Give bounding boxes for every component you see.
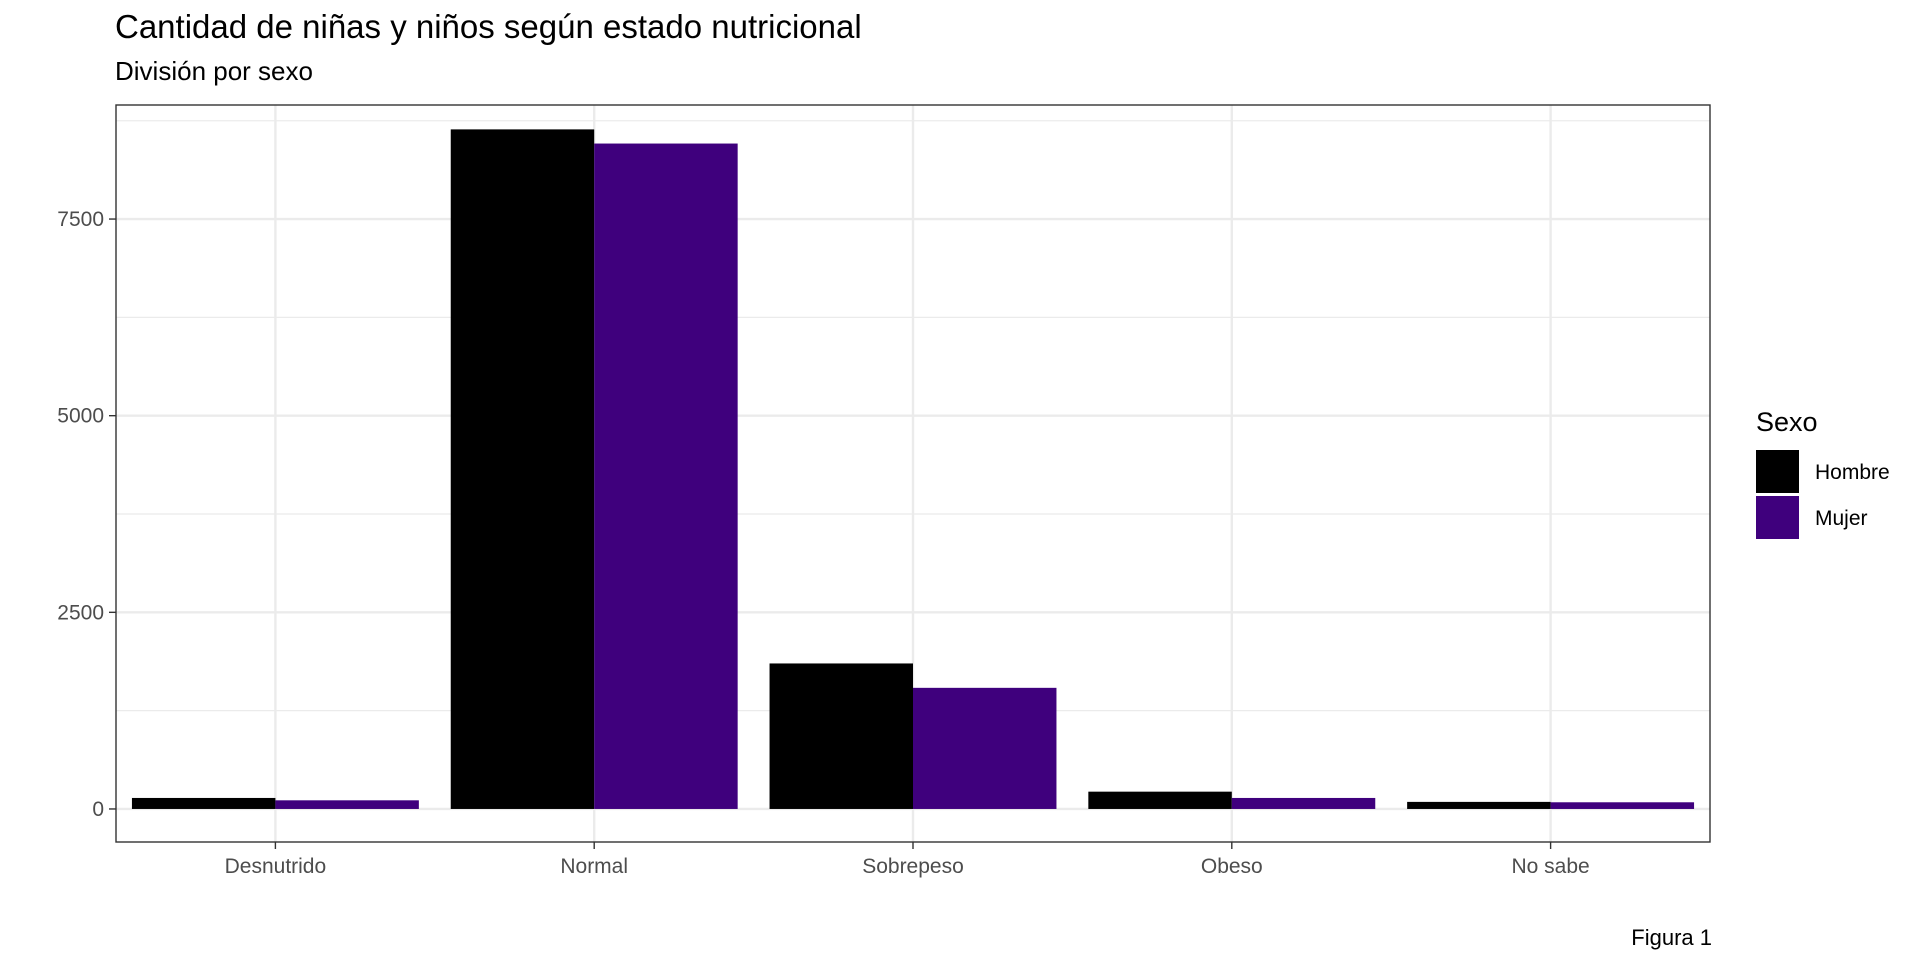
x-tick-label: No sabe	[1511, 855, 1589, 878]
bar-mujer-desnutrido	[275, 800, 419, 809]
bar-hombre-sobrepeso	[769, 663, 913, 809]
chart-subtitle: División por sexo	[115, 56, 313, 86]
x-tick-label: Normal	[560, 855, 628, 878]
legend-key-hombre	[1756, 450, 1799, 493]
y-tick-label: 2500	[57, 601, 104, 624]
bar-mujer-sobrepeso	[913, 687, 1057, 809]
bar-hombre-no-sabe	[1407, 801, 1551, 809]
y-tick-label: 5000	[57, 405, 104, 428]
bar-mujer-normal	[594, 143, 738, 809]
x-tick-label: Obeso	[1201, 855, 1263, 878]
legend-title: Sexo	[1756, 407, 1818, 437]
bar-hombre-desnutrido	[131, 797, 276, 809]
legend-label-hombre: Hombre	[1815, 461, 1890, 484]
y-tick-label: 0	[92, 798, 104, 821]
legend-key-mujer	[1756, 496, 1799, 539]
bar-hombre-obeso	[1088, 791, 1232, 809]
legend-label-mujer: Mujer	[1815, 507, 1868, 530]
legend: Sexo Hombre Mujer	[1756, 407, 1890, 539]
y-axis: 0 2500 5000 7500	[57, 208, 116, 821]
x-axis: Desnutrido Normal Sobrepeso Obeso No sabe	[225, 842, 1590, 878]
x-tick-label: Desnutrido	[225, 855, 327, 878]
chart-title: Cantidad de niñas y niños según estado n…	[115, 8, 862, 45]
bars	[131, 129, 1695, 809]
bar-mujer-no-sabe	[1550, 802, 1695, 809]
bar-hombre-normal	[450, 129, 595, 809]
figure-caption: Figura 1	[1631, 925, 1712, 950]
bar-mujer-obeso	[1231, 797, 1376, 809]
y-tick-label: 7500	[57, 208, 104, 231]
x-tick-label: Sobrepeso	[862, 855, 964, 878]
